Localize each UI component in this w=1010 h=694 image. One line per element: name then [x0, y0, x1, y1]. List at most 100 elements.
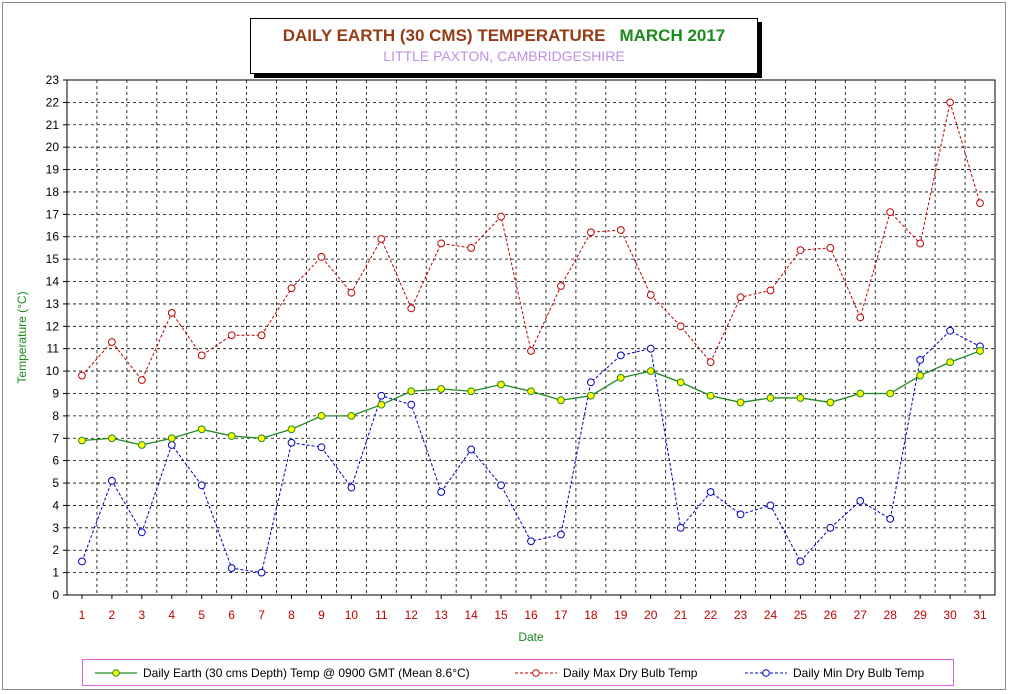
data-point-min: [527, 537, 535, 546]
data-point-max: [227, 331, 236, 340]
y-tick-label: 4: [52, 498, 59, 512]
x-tick-label: 18: [584, 608, 598, 622]
x-tick-label: 9: [318, 608, 325, 622]
y-tick-label: 12: [46, 319, 60, 333]
data-point-max: [108, 338, 116, 346]
data-point-max: [586, 228, 595, 237]
y-tick-label: 22: [46, 95, 60, 109]
data-point-earth: [706, 391, 715, 400]
data-point-earth: [227, 432, 236, 440]
x-tick-label: 8: [288, 608, 295, 622]
data-point-earth: [886, 389, 895, 398]
data-point-min: [796, 557, 805, 566]
chart-title-main: DAILY EARTH (30 CMS) TEMPERATURE: [282, 26, 606, 45]
y-tick-label: 20: [46, 140, 60, 154]
x-tick-label: 29: [913, 608, 927, 622]
data-point-min: [287, 438, 296, 447]
x-tick-label: 5: [198, 608, 205, 622]
legend-label-min: Daily Min Dry Bulb Temp: [793, 665, 925, 680]
x-tick-label: 20: [644, 608, 658, 622]
data-point-min: [347, 483, 356, 492]
data-point-earth: [497, 380, 505, 389]
x-tick-label: 25: [794, 608, 808, 622]
chart-legend: Daily Earth (30 cms Depth) Temp @ 0900 G…: [82, 659, 954, 686]
data-point-earth: [976, 347, 984, 355]
data-point-earth: [197, 425, 206, 434]
data-point-earth: [916, 371, 925, 380]
data-point-max: [766, 286, 775, 295]
data-point-max: [676, 322, 685, 331]
data-point-earth: [257, 434, 266, 443]
x-tick-label: 14: [464, 608, 478, 622]
data-point-min: [407, 400, 416, 409]
data-point-min: [197, 481, 206, 490]
data-point-earth: [557, 396, 565, 405]
data-point-earth: [527, 387, 535, 396]
y-tick-label: 5: [52, 476, 59, 490]
x-tick-label: 19: [614, 608, 628, 622]
y-tick-label: 8: [52, 409, 59, 423]
data-point-earth: [826, 398, 835, 407]
data-point-max: [616, 226, 625, 234]
data-point-max: [946, 98, 954, 107]
data-point-max: [796, 246, 805, 255]
data-point-earth: [317, 411, 326, 420]
x-tick-label: 12: [405, 608, 419, 622]
data-point-max: [78, 371, 86, 380]
y-tick-label: 18: [46, 185, 60, 199]
data-point-max: [287, 284, 296, 293]
data-point-max: [976, 199, 984, 208]
data-point-min: [706, 488, 715, 496]
legend-label-max: Daily Max Dry Bulb Temp: [563, 665, 698, 680]
data-point-min: [78, 557, 86, 566]
data-point-min: [676, 523, 685, 532]
y-tick-label: 2: [52, 543, 59, 557]
data-point-min: [586, 378, 595, 387]
x-tick-label: 31: [973, 608, 987, 622]
data-point-max: [706, 358, 715, 367]
legend-swatch-min: [745, 668, 787, 677]
x-tick-label: 13: [435, 608, 449, 622]
data-point-earth: [856, 389, 865, 398]
data-point-max: [916, 239, 925, 248]
chart-title-month: MARCH 2017: [619, 26, 726, 45]
y-tick-label: 0: [52, 588, 59, 602]
data-point-max: [886, 208, 895, 217]
data-point-earth: [616, 373, 625, 382]
y-tick-label: 3: [52, 521, 59, 535]
data-point-min: [886, 514, 895, 523]
data-point-earth: [167, 434, 176, 443]
data-point-earth: [108, 434, 116, 443]
y-tick-label: 13: [46, 297, 60, 311]
legend-item-earth: Daily Earth (30 cms Depth) Temp @ 0900 G…: [93, 660, 470, 685]
y-tick-label: 9: [52, 386, 59, 400]
legend-item-max: Daily Max Dry Bulb Temp: [513, 660, 697, 685]
data-point-earth: [137, 441, 146, 449]
data-point-earth: [676, 378, 685, 387]
y-tick-label: 11: [47, 342, 60, 356]
x-tick-label: 27: [854, 608, 868, 622]
data-point-earth: [946, 358, 954, 367]
data-point-min: [108, 476, 116, 485]
data-point-earth: [467, 387, 476, 396]
y-tick-label: 17: [46, 207, 60, 221]
data-point-min: [557, 530, 565, 539]
data-point-min: [826, 523, 835, 532]
data-point-max: [347, 288, 356, 297]
plot-area: [66, 79, 996, 596]
y-tick-label: 16: [46, 230, 60, 244]
data-point-max: [137, 376, 146, 384]
data-point-min: [646, 344, 655, 353]
x-tick-label: 16: [524, 608, 538, 622]
data-point-max: [167, 308, 176, 317]
y-tick-label: 6: [52, 454, 59, 468]
chart-title-box: DAILY EARTH (30 CMS) TEMPERATURE MARCH 20…: [250, 18, 758, 74]
y-tick-label: 7: [52, 431, 59, 445]
data-point-min: [946, 326, 954, 335]
chart-title: DAILY EARTH (30 CMS) TEMPERATURE MARCH 20…: [251, 26, 757, 46]
data-point-earth: [736, 398, 745, 407]
data-point-max: [437, 239, 446, 248]
legend-swatch-max: [515, 668, 557, 677]
y-tick-label: 15: [46, 252, 60, 266]
